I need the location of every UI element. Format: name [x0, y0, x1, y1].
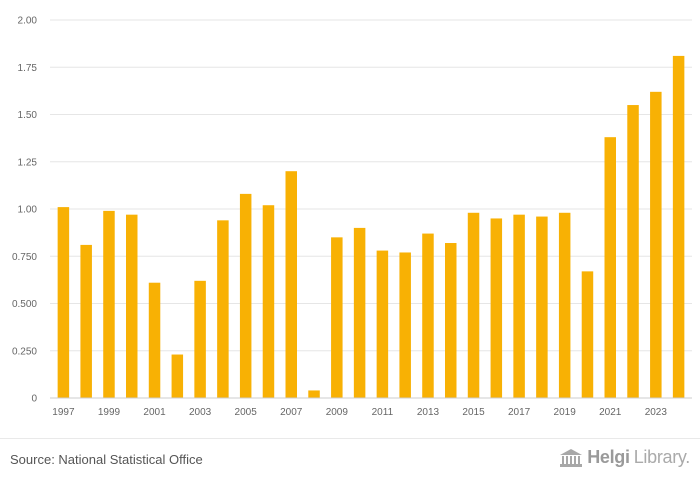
bar-2022[interactable]	[627, 105, 639, 399]
y-tick-label: 1.75	[18, 63, 38, 74]
bar-1999[interactable]	[103, 210, 115, 398]
x-tick-label: 2017	[508, 407, 531, 418]
bar-2006[interactable]	[262, 205, 275, 398]
y-axis-labels: 0 0.250 0.500 0.750 1.00 1.25 1.50 1.75 2.00	[12, 16, 37, 405]
bar-2000[interactable]	[126, 214, 138, 398]
bar-2021[interactable]	[604, 137, 617, 398]
bar-2024[interactable]	[672, 55, 685, 398]
x-tick-label: 2021	[599, 407, 622, 418]
logo-text-bold: Helgi	[587, 447, 630, 467]
y-tick-label: 2.00	[18, 16, 38, 27]
x-tick-label: 2007	[280, 407, 303, 418]
x-tick-label: 2015	[462, 407, 485, 418]
bar-2013[interactable]	[422, 233, 434, 398]
bar-2023[interactable]	[650, 91, 662, 398]
bar-2011[interactable]	[376, 250, 389, 398]
y-tick-label: 1.00	[18, 205, 38, 216]
source-text: Source: National Statistical Office	[10, 452, 203, 467]
bar-2009[interactable]	[331, 237, 343, 398]
gridlines	[50, 19, 692, 352]
y-tick-label: 1.25	[18, 157, 38, 168]
bar-2005[interactable]	[239, 193, 252, 398]
bar-2020[interactable]	[581, 271, 594, 398]
bar-2010[interactable]	[353, 227, 366, 398]
x-tick-label: 2023	[645, 407, 668, 418]
bar-2002[interactable]	[171, 354, 184, 398]
bar-1997[interactable]	[57, 207, 70, 398]
y-tick-label: 0.750	[12, 252, 37, 263]
x-tick-label: 2005	[235, 407, 258, 418]
bar-2014[interactable]	[445, 243, 457, 398]
x-tick-label: 2013	[417, 407, 440, 418]
footer: Source: National Statistical Office Helg…	[0, 438, 700, 484]
bar-2012[interactable]	[399, 252, 411, 398]
bar-2018[interactable]	[536, 216, 548, 398]
bar-2017[interactable]	[513, 214, 525, 398]
x-tick-label: 2001	[143, 407, 166, 418]
bar-2007[interactable]	[285, 171, 298, 398]
bar-2004[interactable]	[217, 220, 229, 398]
helgi-library-logo[interactable]: Helgi Library.	[559, 447, 690, 468]
bar-2016[interactable]	[490, 218, 503, 398]
y-tick-label: 1.50	[18, 110, 38, 121]
logo-text-light: Library.	[633, 447, 691, 467]
y-tick-label: 0	[31, 394, 37, 405]
x-tick-label: 2009	[326, 407, 349, 418]
bar-2001[interactable]	[148, 282, 161, 398]
x-tick-label: 1997	[52, 407, 75, 418]
bar-chart: 0 0.250 0.500 0.750 1.00 1.25 1.50 1.75 2.00 199…	[12, 16, 692, 418]
x-tick-label: 2019	[554, 407, 577, 418]
x-axis-labels: 1997 1999 2001 2003 2005 2007 2009 2011 2013 2015…	[52, 407, 667, 418]
x-tick-label: 1999	[98, 407, 121, 418]
y-tick-label: 0.500	[12, 299, 37, 310]
y-tick-label: 0.250	[12, 346, 37, 357]
library-building-icon	[560, 448, 583, 467]
x-tick-label: 2003	[189, 407, 212, 418]
bar-2019[interactable]	[558, 212, 571, 398]
x-tick-label: 2011	[372, 407, 394, 418]
bar-2008[interactable]	[308, 390, 320, 398]
bar-2015[interactable]	[467, 212, 480, 398]
bar-2003[interactable]	[194, 280, 206, 398]
bar-1998[interactable]	[80, 244, 92, 398]
bars	[57, 55, 685, 399]
